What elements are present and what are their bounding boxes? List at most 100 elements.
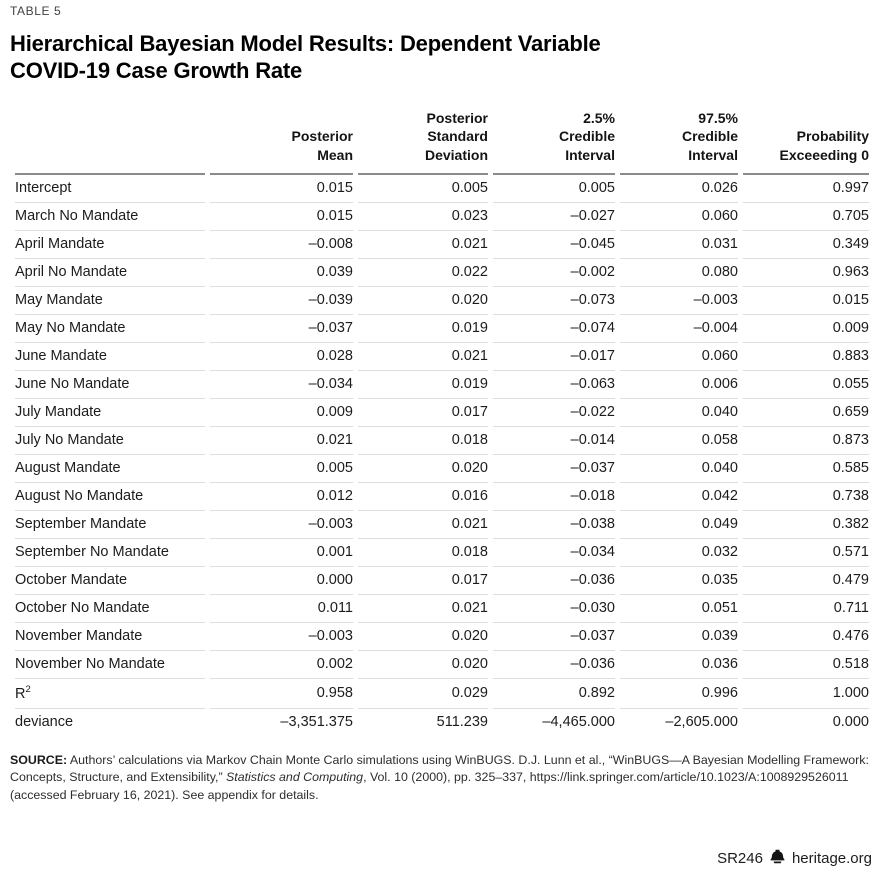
- cell-posterior-mean: 0.021: [210, 427, 353, 456]
- cell-probability-exceeding-zero: 0.585: [743, 455, 869, 484]
- table-row: April No Mandate 0.039 0.022 –0.002 0.08…: [15, 259, 869, 288]
- cell-posterior-mean: 0.000: [210, 567, 353, 596]
- cell-credible-interval-low: –0.063: [493, 371, 615, 400]
- cell-probability-exceeding-zero: 0.883: [743, 343, 869, 372]
- cell-posterior-standard-deviation: 0.022: [358, 259, 488, 288]
- cell-posterior-standard-deviation: 0.017: [358, 567, 488, 596]
- report-table-page: TABLE 5 Hierarchical Bayesian Model Resu…: [10, 4, 874, 867]
- cell-credible-interval-low: 0.005: [493, 175, 615, 204]
- cell-credible-interval-low: –0.036: [493, 651, 615, 680]
- cell-credible-interval-low: –0.002: [493, 259, 615, 288]
- cell-probability-exceeding-zero: 0.963: [743, 259, 869, 288]
- cell-posterior-mean: –0.034: [210, 371, 353, 400]
- cell-credible-interval-low: –0.038: [493, 511, 615, 540]
- row-label: June Mandate: [15, 343, 205, 372]
- cell-posterior-standard-deviation: 0.020: [358, 287, 488, 316]
- cell-posterior-mean: 0.039: [210, 259, 353, 288]
- cell-posterior-standard-deviation: 0.017: [358, 399, 488, 428]
- cell-credible-interval-high: –2,605.000: [665, 713, 738, 730]
- cell-probability-exceeding-zero: 0.518: [743, 651, 869, 680]
- cell-posterior-mean: –0.003: [210, 623, 353, 652]
- cell-credible-interval-low: –0.030: [493, 595, 615, 624]
- row-label: September No Mandate: [15, 539, 205, 568]
- cell-posterior-standard-deviation: 0.023: [358, 203, 488, 232]
- row-label: deviance: [15, 713, 74, 730]
- cell-credible-interval-high: 0.040: [620, 399, 738, 428]
- row-label-column-header: [15, 109, 205, 176]
- cell-credible-interval-low: –0.018: [493, 483, 615, 512]
- cell-credible-interval-high: 0.080: [620, 259, 738, 288]
- col-header-probability-exceeding-zero: Probability Exceeeding 0: [743, 109, 869, 176]
- table-row: November Mandate –0.003 0.020 –0.037 0.0…: [15, 623, 869, 652]
- cell-credible-interval-low: –4,465.000: [542, 713, 615, 730]
- table-row: July Mandate 0.009 0.017 –0.022 0.040 0.…: [15, 399, 869, 428]
- table-row: September Mandate –0.003 0.021 –0.038 0.…: [15, 511, 869, 540]
- source-note-text: Authors’ calculations via Markov Chain M…: [10, 752, 869, 785]
- cell-credible-interval-high: 0.058: [620, 427, 738, 456]
- cell-posterior-mean: –0.039: [210, 287, 353, 316]
- table-row: March No Mandate 0.015 0.023 –0.027 0.06…: [15, 203, 869, 232]
- cell-posterior-standard-deviation: 0.021: [358, 343, 488, 372]
- row-label: April Mandate: [15, 231, 205, 260]
- cell-posterior-mean: –0.037: [210, 315, 353, 344]
- table-row: deviance –3,351.375 511.239 –4,465.000 –…: [15, 709, 869, 736]
- cell-probability-exceeding-zero: 0.873: [743, 427, 869, 456]
- cell-credible-interval-low: –0.037: [493, 455, 615, 484]
- row-label: August Mandate: [15, 455, 205, 484]
- cell-credible-interval-low: –0.014: [493, 427, 615, 456]
- row-label: May Mandate: [15, 287, 205, 316]
- cell-probability-exceeding-zero: 0.705: [743, 203, 869, 232]
- cell-credible-interval-high: 0.042: [620, 483, 738, 512]
- header-row: Posterior Mean Posterior Standard Deviat…: [15, 109, 869, 176]
- cell-posterior-standard-deviation: 0.019: [358, 371, 488, 400]
- table-row: September No Mandate 0.001 0.018 –0.034 …: [15, 539, 869, 568]
- source-note-text-tail: , Vol. 10 (2000), pp. 325–337, https://l…: [10, 770, 849, 802]
- cell-probability-exceeding-zero: 0.659: [743, 399, 869, 428]
- cell-credible-interval-high: 0.040: [620, 455, 738, 484]
- table-header: Posterior Mean Posterior Standard Deviat…: [15, 109, 869, 176]
- table-body: Intercept 0.015 0.005 0.005 0.026 0.997 …: [15, 175, 869, 736]
- cell-probability-exceeding-zero: 0.009: [743, 315, 869, 344]
- cell-probability-exceeding-zero: 0.015: [743, 287, 869, 316]
- cell-credible-interval-low: –0.036: [493, 567, 615, 596]
- table-row: R2 0.958 0.029 0.892 0.996 1.000: [15, 679, 869, 709]
- cell-probability-exceeding-zero: 0.571: [743, 539, 869, 568]
- row-label: August No Mandate: [15, 483, 205, 512]
- cell-credible-interval-high: 0.039: [620, 623, 738, 652]
- cell-credible-interval-high: 0.060: [620, 203, 738, 232]
- cell-posterior-mean: 0.002: [210, 651, 353, 680]
- page-footer: SR246 heritage.org: [717, 848, 872, 869]
- cell-posterior-mean: 0.005: [210, 455, 353, 484]
- cell-credible-interval-low: –0.034: [493, 539, 615, 568]
- cell-probability-exceeding-zero: 0.738: [743, 483, 869, 512]
- cell-credible-interval-high: 0.031: [620, 231, 738, 260]
- cell-credible-interval-low: –0.045: [493, 231, 615, 260]
- cell-posterior-mean: 0.009: [210, 399, 353, 428]
- results-table: Posterior Mean Posterior Standard Deviat…: [10, 109, 874, 736]
- table-row: July No Mandate 0.021 0.018 –0.014 0.058…: [15, 427, 869, 456]
- cell-credible-interval-low: –0.017: [493, 343, 615, 372]
- cell-probability-exceeding-zero: 0.382: [743, 511, 869, 540]
- table-row: August No Mandate 0.012 0.016 –0.018 0.0…: [15, 483, 869, 512]
- row-label: October No Mandate: [15, 595, 205, 624]
- cell-posterior-standard-deviation: 0.021: [358, 511, 488, 540]
- cell-posterior-standard-deviation: 0.020: [358, 623, 488, 652]
- cell-posterior-mean: 0.015: [210, 203, 353, 232]
- table-row: June No Mandate –0.034 0.019 –0.063 0.00…: [15, 371, 869, 400]
- source-note-journal: Statistics and Computing: [226, 770, 364, 785]
- source-note: SOURCE: Authors’ calculations via Markov…: [10, 752, 874, 804]
- col-header-credible-interval-high: 97.5% Credible Interval: [620, 109, 738, 176]
- cell-posterior-standard-deviation: 0.021: [358, 231, 488, 260]
- row-label: July No Mandate: [15, 427, 205, 456]
- cell-probability-exceeding-zero: 0.055: [743, 371, 869, 400]
- row-label: November Mandate: [15, 623, 205, 652]
- cell-credible-interval-low: 0.892: [493, 679, 615, 709]
- cell-posterior-standard-deviation: 0.029: [358, 679, 488, 709]
- cell-credible-interval-high: 0.032: [620, 539, 738, 568]
- row-label: October Mandate: [15, 567, 205, 596]
- cell-credible-interval-high: 0.026: [620, 175, 738, 204]
- row-label: November No Mandate: [15, 651, 205, 680]
- table-row: Intercept 0.015 0.005 0.005 0.026 0.997: [15, 175, 869, 204]
- cell-posterior-standard-deviation: 0.020: [358, 455, 488, 484]
- table-row: August Mandate 0.005 0.020 –0.037 0.040 …: [15, 455, 869, 484]
